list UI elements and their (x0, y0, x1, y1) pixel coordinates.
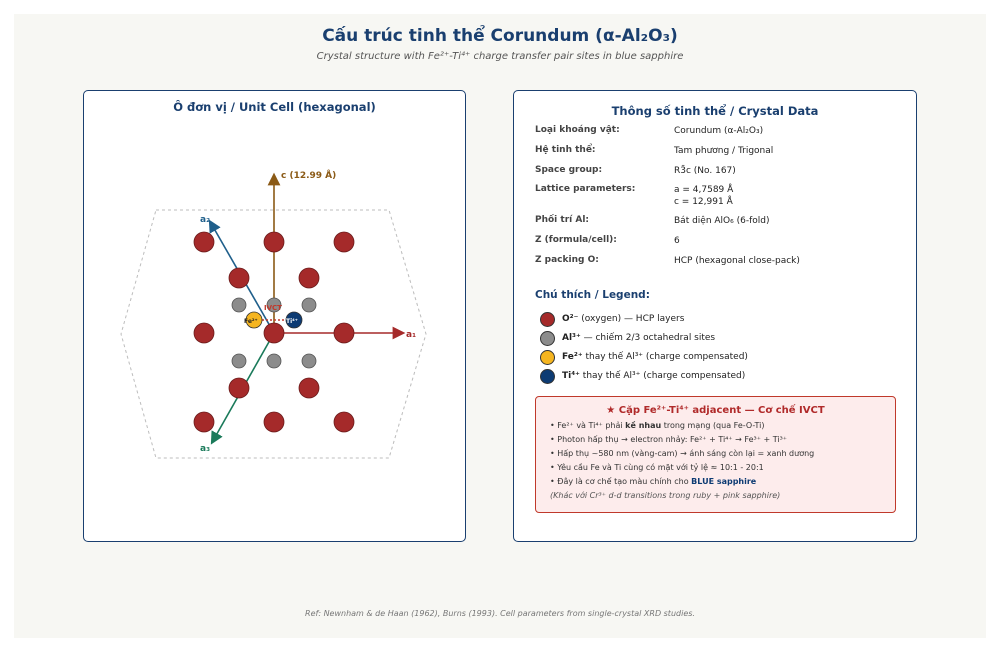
ti-swatch (540, 369, 555, 384)
ivct-line: • Đây là cơ chế tạo màu chính cho BLUE s… (550, 477, 757, 486)
data-key: Z (formula/cell): (535, 235, 617, 245)
legend-text: thay thế Al³⁺ (charge compensated) (582, 371, 746, 381)
page-subtitle: Crystal structure with Fe²⁺-Ti⁴⁺ charge … (316, 51, 684, 62)
data-value: Tam phương / Trigonal (674, 146, 774, 156)
legend-title: Chú thích / Legend: (535, 289, 650, 301)
legend-text: thay thế Al³⁺ (charge compensated) (585, 352, 748, 362)
aluminum-atom (301, 297, 317, 313)
legend-text: — chiếm 2/3 octahedral sites (583, 333, 716, 343)
ivct-line: • Fe²⁺ và Ti⁴⁺ phải kề nhau trong mạng (… (550, 421, 765, 430)
ti-label: Ti⁴⁺ (286, 318, 298, 325)
oxygen-atom (193, 411, 215, 433)
data-value: Bát diện AlO₆ (6-fold) (674, 216, 770, 226)
legend-symbol: Al³⁺ (562, 333, 581, 343)
data-value: HCP (hexagonal close-pack) (674, 256, 800, 266)
oxygen-atom (333, 411, 355, 433)
oxygen-atom (193, 322, 215, 344)
a1-axis-label: a₁ (406, 330, 416, 340)
a3-axis-label: a₃ (200, 444, 210, 454)
ivct-box-title: ★ Cặp Fe²⁺-Ti⁴⁺ adjacent — Cơ chế IVCT (606, 405, 825, 416)
data-key: Space group: (535, 165, 603, 175)
oxygen-atom (298, 267, 320, 289)
oxygen-atom (333, 322, 355, 344)
unit-cell-diagram: c (12.99 Å) a₁ a₂ a₃ IVCT Fe²⁺ Ti⁴⁺ (120, 170, 427, 459)
aluminum-atom (231, 297, 247, 313)
oxygen-atom (228, 267, 250, 289)
aluminum-atom (266, 297, 282, 313)
oxygen-atom (263, 231, 285, 253)
data-value: 6 (674, 236, 680, 246)
oxygen-atom (193, 231, 215, 253)
legend-text: (oxygen) — HCP layers (581, 314, 685, 324)
aluminum-atom (266, 353, 282, 369)
data-key: Lattice parameters: (535, 184, 636, 194)
hexagon-outline (120, 209, 427, 459)
oxygen-atom (263, 322, 285, 344)
ivct-line: • Yêu cầu Fe và Ti cùng có mặt với tỷ lệ… (550, 463, 764, 472)
ivct-label: IVCT (264, 304, 282, 312)
data-value-2: c = 12,991 Å (674, 197, 733, 207)
data-value: Corundum (α-Al₂O₃) (674, 126, 764, 136)
data-key: Phối trí Al: (535, 215, 590, 225)
reference-footer: Ref: Newnham & de Haan (1962), Burns (19… (305, 609, 695, 618)
fe-swatch (540, 350, 555, 365)
a2-axis-label: a₂ (200, 215, 210, 225)
data-value: R3̄c (No. 167) (674, 166, 736, 176)
aluminum-swatch (540, 331, 555, 346)
oxygen-atom (228, 377, 250, 399)
ti-atom (285, 311, 303, 329)
c-axis-label: c (12.99 Å) (281, 170, 336, 181)
data-value: a = 4,7589 Å (674, 185, 734, 195)
fe-atom (245, 311, 263, 329)
ivct-line: • Photon hấp thụ → electron nhảy: Fe²⁺ +… (550, 435, 787, 444)
data-key: Z packing O: (535, 255, 599, 265)
crystal-data-panel: Thông số tinh thể / Crystal Data Loại kh… (513, 90, 917, 542)
crystal-data-title: Thông số tinh thể / Crystal Data (611, 104, 819, 118)
ivct-info-box: ★ Cặp Fe²⁺-Ti⁴⁺ adjacent — Cơ chế IVCT •… (535, 396, 896, 513)
legend-symbol: Fe²⁺ (562, 352, 583, 362)
unit-cell-panel: Ô đơn vị / Unit Cell (hexagonal) (83, 90, 466, 542)
oxygen-swatch (540, 312, 555, 327)
oxygen-atoms (193, 231, 355, 433)
ivct-line: • Hấp thụ ~580 nm (vàng-cam) → ánh sáng … (550, 449, 815, 458)
unit-cell-title: Ô đơn vị / Unit Cell (hexagonal) (173, 100, 376, 114)
legend-symbol: O²⁻ (562, 314, 579, 324)
page-title: Cấu trúc tinh thể Corundum (α-Al₂O₃) (322, 26, 678, 46)
fe-label: Fe²⁺ (244, 318, 258, 325)
ivct-note: (Khác với Cr³⁺ d-d transitions trong rub… (550, 491, 781, 500)
oxygen-atom (298, 377, 320, 399)
legend-symbol: Ti⁴⁺ (562, 371, 580, 381)
aluminum-atom (301, 353, 317, 369)
aluminum-atom (231, 353, 247, 369)
aluminum-atoms (231, 297, 317, 369)
oxygen-atom (263, 411, 285, 433)
data-key: Hệ tinh thể: (535, 145, 596, 155)
oxygen-atom (333, 231, 355, 253)
data-key: Loại khoáng vật: (535, 125, 620, 135)
